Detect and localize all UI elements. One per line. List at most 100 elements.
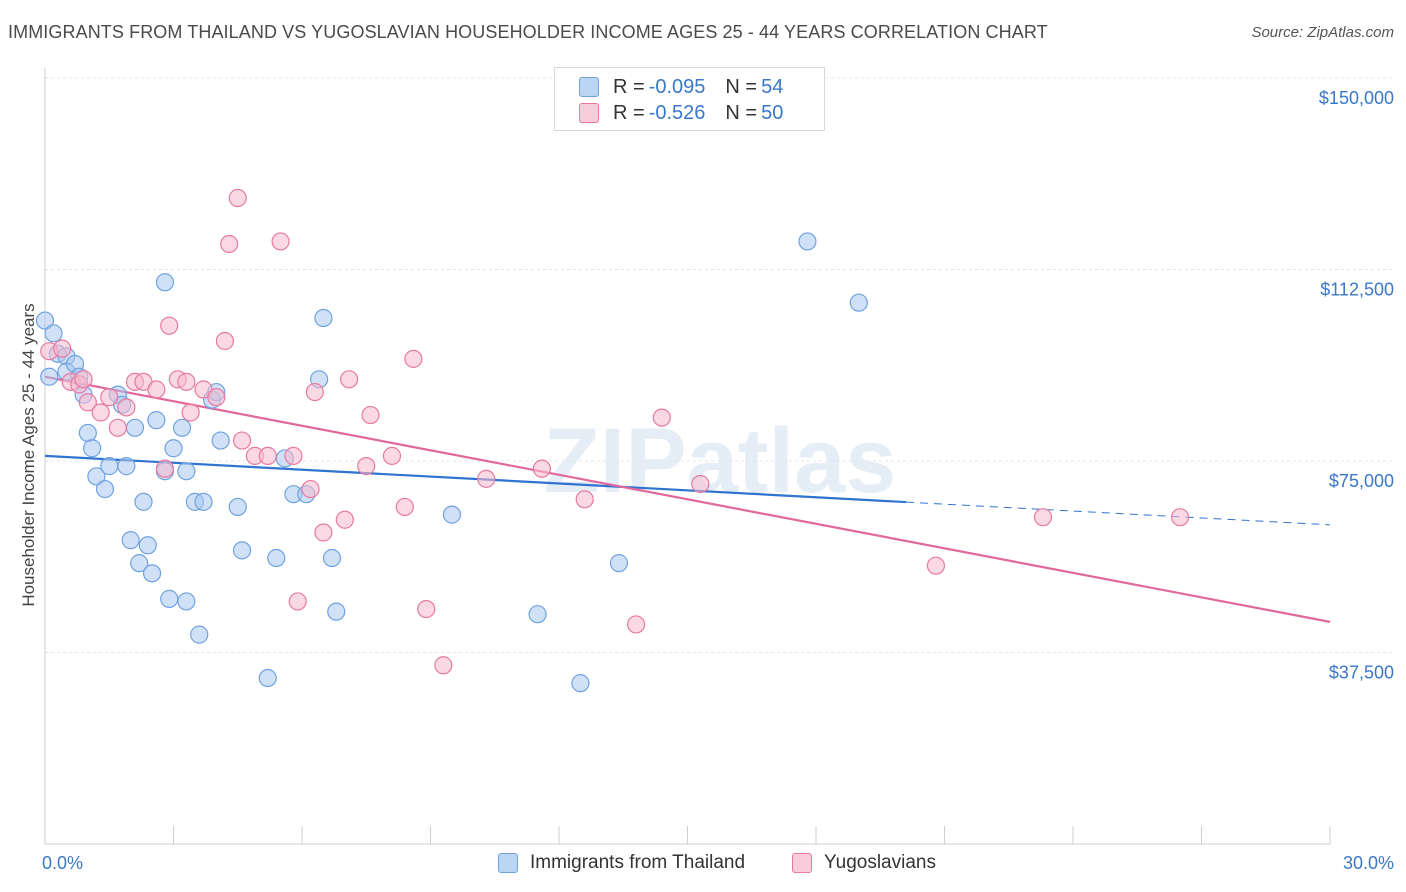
point-yugoslavians bbox=[155, 459, 175, 478]
point-yugoslavians bbox=[181, 403, 200, 422]
series-legend: Immigrants from Thailand Yugoslavians bbox=[0, 852, 1406, 878]
point-yugoslavians bbox=[147, 380, 166, 399]
point-yugoslavians bbox=[228, 188, 247, 208]
y-tick-label: $75,000 bbox=[1329, 471, 1394, 491]
point-thailand bbox=[314, 308, 333, 328]
y-tick-label: $150,000 bbox=[1319, 88, 1394, 108]
point-yugoslavians bbox=[434, 656, 453, 675]
source-credit: Source: ZipAtlas.com bbox=[1251, 24, 1394, 41]
point-thailand bbox=[211, 431, 230, 450]
point-yugoslavians bbox=[258, 446, 277, 465]
point-thailand bbox=[83, 439, 102, 458]
legend-n-label: N = bbox=[725, 75, 758, 98]
point-yugoslavians bbox=[477, 469, 496, 488]
point-yugoslavians bbox=[1033, 508, 1053, 527]
point-yugoslavians bbox=[271, 232, 290, 251]
trend-line-extension bbox=[905, 501, 1331, 526]
watermark: ZIPatlas bbox=[544, 410, 897, 512]
point-thailand bbox=[177, 592, 196, 611]
point-yugoslavians bbox=[91, 403, 110, 422]
y-tick-labels: $150,000 $112,500 $75,000 $37,500 bbox=[1319, 88, 1394, 683]
point-thailand bbox=[142, 564, 162, 583]
legend-n-value: 50 bbox=[761, 101, 784, 124]
point-thailand bbox=[78, 423, 97, 443]
point-thailand bbox=[194, 492, 213, 511]
point-yugoslavians bbox=[532, 459, 551, 478]
legend-label-yugoslavians: Yugoslavians bbox=[824, 852, 936, 873]
point-thailand bbox=[117, 457, 136, 476]
point-yugoslavians bbox=[382, 446, 402, 465]
point-yugoslavians bbox=[284, 446, 303, 465]
point-yugoslavians bbox=[160, 316, 179, 335]
point-thailand bbox=[177, 462, 196, 481]
correlation-legend: R = -0.095 N = 54 R = -0.526 N = 50 bbox=[554, 67, 825, 131]
point-yugoslavians bbox=[207, 388, 226, 407]
point-yugoslavians bbox=[1170, 508, 1190, 527]
point-yugoslavians bbox=[53, 339, 72, 358]
point-thailand bbox=[798, 232, 817, 251]
legend-swatch-yugoslavians bbox=[579, 103, 599, 123]
point-yugoslavians bbox=[691, 474, 710, 494]
point-yugoslavians bbox=[395, 497, 414, 517]
x-tick-min: 0.0% bbox=[42, 853, 83, 873]
point-thailand bbox=[322, 548, 342, 568]
point-thailand bbox=[849, 293, 868, 312]
point-yugoslavians bbox=[108, 418, 127, 437]
point-thailand bbox=[44, 324, 63, 343]
legend-item-yugoslavians: Yugoslavians bbox=[792, 852, 936, 874]
point-yugoslavians bbox=[361, 405, 380, 425]
y-axis-label: Householder Income Ages 25 - 44 years bbox=[19, 303, 38, 606]
point-thailand bbox=[160, 589, 179, 608]
legend-r-value: -0.095 bbox=[648, 75, 706, 98]
point-thailand bbox=[125, 418, 145, 437]
point-thailand bbox=[258, 668, 277, 688]
point-thailand bbox=[40, 367, 59, 386]
point-thailand bbox=[164, 439, 183, 458]
point-yugoslavians bbox=[926, 556, 946, 575]
point-yugoslavians bbox=[417, 599, 436, 619]
legend-swatch-thailand bbox=[498, 853, 518, 873]
point-thailand bbox=[121, 531, 140, 550]
point-thailand bbox=[172, 418, 192, 437]
point-thailand bbox=[327, 602, 346, 621]
point-yugoslavians bbox=[301, 479, 320, 499]
chart-title: IMMIGRANTS FROM THAILAND VS YUGOSLAVIAN … bbox=[8, 22, 1048, 42]
point-yugoslavians bbox=[100, 388, 119, 407]
legend-n-label: N = bbox=[725, 101, 758, 124]
point-yugoslavians bbox=[232, 431, 252, 450]
legend-row-yugoslavians: R = -0.526 N = 50 bbox=[579, 100, 783, 126]
point-yugoslavians bbox=[305, 382, 324, 402]
legend-r-label: R = bbox=[613, 101, 645, 124]
point-yugoslavians bbox=[626, 615, 646, 634]
legend-row-thailand: R = -0.095 N = 54 bbox=[579, 74, 783, 100]
point-thailand bbox=[528, 605, 547, 624]
y-tick-label: $37,500 bbox=[1329, 663, 1394, 683]
data-points bbox=[35, 188, 1190, 693]
point-thailand bbox=[35, 311, 55, 330]
point-thailand bbox=[138, 536, 157, 555]
legend-swatch-yugoslavians bbox=[792, 853, 812, 873]
point-thailand bbox=[155, 273, 175, 292]
point-thailand bbox=[442, 505, 462, 524]
point-yugoslavians bbox=[575, 490, 594, 509]
x-tick-max: 30.0% bbox=[1343, 853, 1394, 873]
point-thailand bbox=[130, 554, 149, 573]
point-thailand bbox=[571, 674, 590, 693]
point-yugoslavians bbox=[357, 457, 376, 476]
point-thailand bbox=[147, 411, 166, 430]
point-thailand bbox=[609, 554, 629, 573]
point-thailand bbox=[190, 625, 209, 644]
y-tick-label: $112,500 bbox=[1320, 280, 1394, 300]
legend-item-thailand: Immigrants from Thailand bbox=[498, 852, 745, 874]
point-yugoslavians bbox=[314, 523, 333, 542]
legend-swatch-thailand bbox=[579, 77, 599, 97]
point-yugoslavians bbox=[220, 234, 239, 254]
point-thailand bbox=[87, 467, 106, 486]
legend-n-value: 54 bbox=[761, 75, 784, 98]
point-yugoslavians bbox=[404, 349, 423, 368]
trend-line bbox=[44, 375, 1331, 623]
point-yugoslavians bbox=[335, 510, 354, 529]
point-yugoslavians bbox=[78, 393, 97, 412]
point-thailand bbox=[95, 479, 115, 499]
